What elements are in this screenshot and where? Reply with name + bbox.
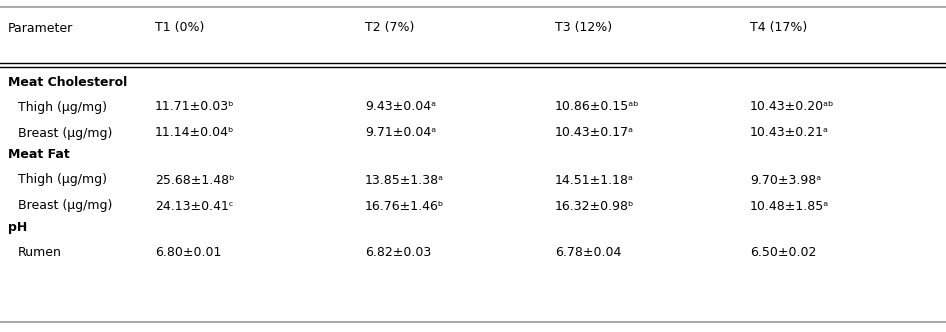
Text: Meat Cholesterol: Meat Cholesterol	[8, 75, 128, 89]
Text: 6.78±0.04: 6.78±0.04	[555, 246, 622, 260]
Text: 16.32±0.98ᵇ: 16.32±0.98ᵇ	[555, 200, 635, 212]
Text: 10.48±1.85ᵃ: 10.48±1.85ᵃ	[750, 200, 829, 212]
Text: 11.71±0.03ᵇ: 11.71±0.03ᵇ	[155, 101, 235, 114]
Text: 11.14±0.04ᵇ: 11.14±0.04ᵇ	[155, 126, 235, 139]
Text: T3 (12%): T3 (12%)	[555, 22, 612, 35]
Text: T4 (17%): T4 (17%)	[750, 22, 807, 35]
Text: 6.50±0.02: 6.50±0.02	[750, 246, 816, 260]
Text: 13.85±1.38ᵃ: 13.85±1.38ᵃ	[365, 174, 444, 187]
Text: 9.43±0.04ᵃ: 9.43±0.04ᵃ	[365, 101, 436, 114]
Text: 10.43±0.20ᵃᵇ: 10.43±0.20ᵃᵇ	[750, 101, 834, 114]
Text: 10.86±0.15ᵃᵇ: 10.86±0.15ᵃᵇ	[555, 101, 639, 114]
Text: 10.43±0.21ᵃ: 10.43±0.21ᵃ	[750, 126, 829, 139]
Text: 14.51±1.18ᵃ: 14.51±1.18ᵃ	[555, 174, 634, 187]
Text: 9.70±3.98ᵃ: 9.70±3.98ᵃ	[750, 174, 821, 187]
Text: T1 (0%): T1 (0%)	[155, 22, 204, 35]
Text: 6.80±0.01: 6.80±0.01	[155, 246, 221, 260]
Text: 25.68±1.48ᵇ: 25.68±1.48ᵇ	[155, 174, 235, 187]
Text: pH: pH	[8, 221, 27, 234]
Text: Meat Fat: Meat Fat	[8, 148, 70, 161]
Text: Thigh (μg/mg): Thigh (μg/mg)	[18, 174, 107, 187]
Text: Breast (μg/mg): Breast (μg/mg)	[18, 126, 113, 139]
Text: Rumen: Rumen	[18, 246, 61, 260]
Text: Thigh (μg/mg): Thigh (μg/mg)	[18, 101, 107, 114]
Text: 9.71±0.04ᵃ: 9.71±0.04ᵃ	[365, 126, 436, 139]
Text: Breast (μg/mg): Breast (μg/mg)	[18, 200, 113, 212]
Text: T2 (7%): T2 (7%)	[365, 22, 414, 35]
Text: Parameter: Parameter	[8, 22, 73, 35]
Text: 10.43±0.17ᵃ: 10.43±0.17ᵃ	[555, 126, 634, 139]
Text: 6.82±0.03: 6.82±0.03	[365, 246, 431, 260]
Text: 24.13±0.41ᶜ: 24.13±0.41ᶜ	[155, 200, 234, 212]
Text: 16.76±1.46ᵇ: 16.76±1.46ᵇ	[365, 200, 445, 212]
